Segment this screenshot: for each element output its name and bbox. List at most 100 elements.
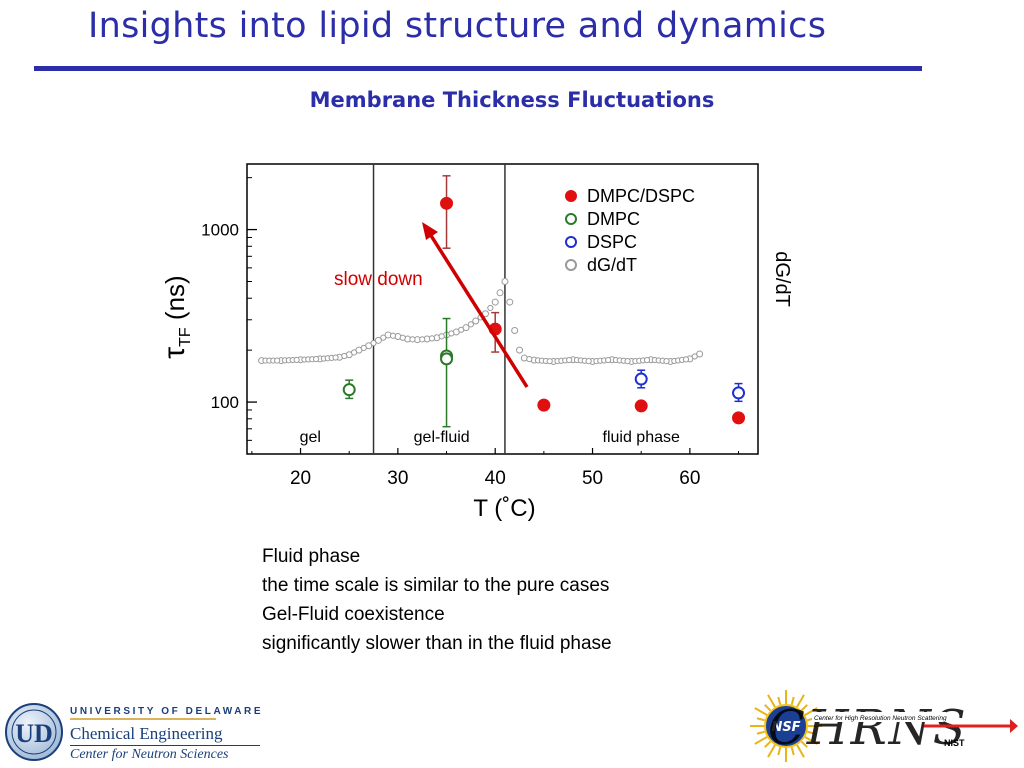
chrns-nsf-nist-logo: NSF CHRNS Center for High Resolution Neu… — [750, 690, 1018, 762]
nsf-sunburst-icon: NSF — [750, 690, 822, 762]
chrns-caption: Center for High Resolution Neutron Scatt… — [814, 715, 947, 722]
data-point — [624, 358, 631, 365]
slide-subtitle: Membrane Thickness Fluctuations — [309, 88, 715, 112]
legend-marker — [565, 190, 577, 202]
data-point — [537, 398, 551, 412]
data-point — [341, 352, 348, 360]
notes-block: Fluid phase the time scale is similar to… — [262, 542, 612, 658]
axis-labels: gel gel-fluid fluid phase T (˚C) τTF (ns) dG/… — [158, 251, 793, 522]
sun-ray — [806, 730, 816, 735]
sun-ray — [767, 744, 776, 758]
data-point — [605, 356, 612, 364]
legend-label: DSPC — [587, 232, 637, 252]
data-point — [634, 399, 648, 413]
legend-marker — [565, 236, 577, 248]
ud-seal-letters: UD — [15, 719, 53, 748]
data-point — [440, 352, 454, 366]
data-point — [732, 386, 746, 400]
sun-ray — [790, 746, 795, 756]
data-point — [360, 344, 367, 352]
data-point — [501, 278, 509, 286]
sun-ray — [804, 707, 818, 716]
data-point — [526, 355, 533, 363]
data-point — [585, 358, 592, 365]
chrns-arrow-head — [1010, 719, 1018, 733]
slow-down-arrow-head — [422, 222, 438, 240]
data-point — [448, 330, 455, 337]
plot-area — [246, 163, 759, 455]
x-tick-label: 20 — [290, 468, 311, 489]
axes: 20 30 40 50 60 100 1000 — [201, 177, 740, 489]
data-point — [467, 321, 474, 328]
sun-ray — [756, 717, 766, 722]
sun-ray — [777, 696, 782, 706]
legend-label: DMPC — [587, 209, 640, 229]
legend-marker — [565, 259, 577, 271]
data-point — [546, 358, 553, 365]
y-axis-label-text: τTF (ns) — [158, 275, 194, 358]
ud-seal-icon: UD — [5, 703, 63, 761]
data-point — [389, 332, 397, 339]
annotation-slow-down: slow down — [334, 269, 423, 290]
sun-ray — [800, 740, 808, 748]
series-dmpc — [342, 317, 454, 428]
ud-gold-rule — [70, 718, 216, 720]
y-tick-label: 100 — [211, 393, 239, 412]
data-point — [506, 298, 514, 306]
x-tick-label: 50 — [582, 468, 603, 489]
y-tick-label: 1000 — [201, 221, 239, 240]
sun-ray — [754, 707, 768, 716]
nsf-label: NSF — [771, 720, 800, 735]
x-tick-label: 40 — [485, 468, 506, 489]
note-fluid-timescale: the time scale is similar to the pure ca… — [262, 575, 610, 596]
data-point — [516, 346, 524, 354]
slow-down-arrow-line — [428, 233, 529, 388]
legend-marker — [565, 213, 577, 225]
sun-ray — [754, 736, 768, 745]
x-tick-label: 30 — [387, 468, 408, 489]
data-point — [643, 356, 651, 364]
legend: DMPC/DSPC DMPC DSPC dG/dT — [565, 186, 695, 275]
sun-ray — [796, 694, 805, 708]
data-point — [511, 326, 519, 334]
y-axis-label: τTF (ns) — [158, 275, 194, 358]
sun-ray — [804, 736, 818, 745]
data-point — [399, 334, 406, 341]
data-point — [691, 353, 698, 360]
data-marks — [258, 175, 746, 428]
data-point — [496, 289, 504, 297]
data-point — [293, 356, 300, 363]
data-point — [342, 383, 356, 397]
data-point — [732, 411, 746, 425]
data-point — [332, 354, 339, 361]
note-gel-fluid: Gel-Fluid coexistence — [262, 604, 445, 625]
data-point — [438, 333, 445, 340]
x-tick-label: 60 — [679, 468, 700, 489]
series-dmpc-dspc — [440, 175, 746, 425]
data-point — [566, 356, 573, 364]
sun-ray — [800, 704, 808, 712]
sun-ray — [756, 730, 766, 735]
data-point — [458, 326, 465, 333]
data-point — [491, 298, 499, 306]
data-point — [428, 335, 436, 342]
chrns-wordmark: CHRNS — [768, 700, 968, 756]
phase-label: fluid phase — [603, 429, 680, 446]
ud-department: Chemical Engineering — [70, 724, 223, 743]
data-point — [682, 356, 690, 363]
phase-label: gel — [300, 429, 321, 446]
tau-vs-temperature-chart: 20 30 40 50 60 100 1000 DMPC/DSPC DMPC DSPC dG/dT… — [158, 163, 793, 522]
data-point — [634, 372, 648, 386]
right-axis-label: dG/dT — [771, 251, 793, 307]
ud-university-name: UNIVERSITY OF DELAWARE — [70, 706, 264, 717]
data-point — [313, 355, 320, 363]
legend-label: dG/dT — [587, 255, 637, 275]
x-axis-label: T (˚C) — [473, 495, 535, 522]
annotation-layer: slow down — [334, 222, 529, 388]
ud-center-name: Center for Neutron Sciences — [70, 747, 229, 762]
data-point — [487, 304, 494, 312]
sun-ray — [790, 696, 795, 706]
sun-ray — [764, 704, 772, 712]
plot-frame — [246, 163, 759, 455]
phase-boundaries — [372, 164, 506, 454]
